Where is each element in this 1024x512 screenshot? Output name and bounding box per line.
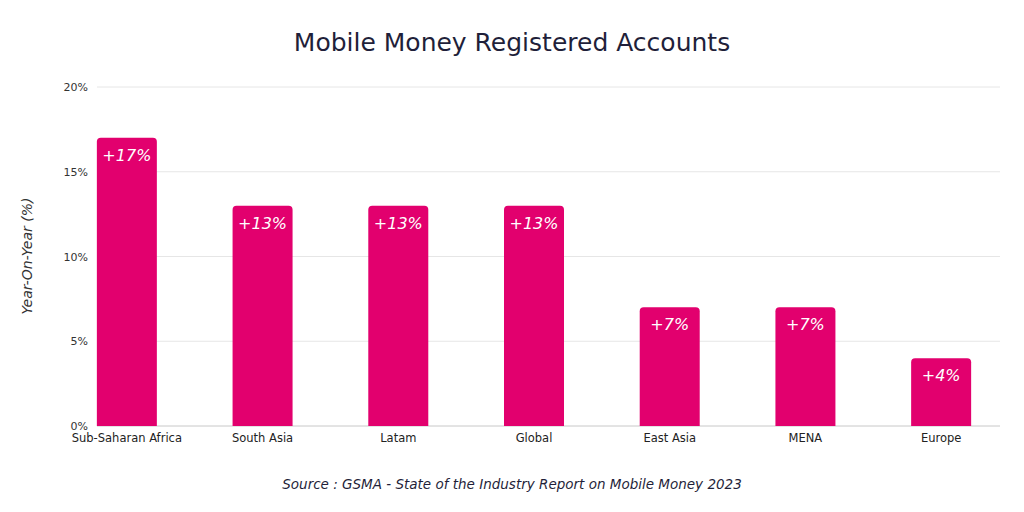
x-tick-label: Latam [380,431,416,445]
data-label: +4% [922,366,961,385]
source-note: Source : GSMA - State of the Industry Re… [282,476,742,492]
x-tick-label: Europe [921,431,961,445]
x-tick-label: Sub-Saharan Africa [72,431,182,445]
y-tick-label: 10% [64,251,88,264]
y-tick-label: 5% [71,335,88,348]
y-tick-label: 20% [64,81,88,94]
data-label: +17% [102,146,151,165]
grid-line [97,87,1000,88]
data-label: +13% [374,214,423,233]
title: Mobile Money Registered Accounts [294,28,730,57]
bar [233,206,293,426]
chart-svg: Mobile Money Registered Accounts0%5%10%1… [0,0,1024,512]
x-tick-label: South Asia [232,431,293,445]
x-tick-label: East Asia [643,431,696,445]
bar [504,206,564,426]
data-label: +13% [510,214,559,233]
bar [97,138,157,426]
data-label: +13% [238,214,287,233]
y-tick-label: 15% [64,166,88,179]
grid-line [97,171,1000,172]
grid [97,87,1000,426]
y-axis-label: Year-On-Year (%) [19,198,35,315]
x-tick-label: MENA [789,431,823,445]
bar [775,307,835,426]
chart-container: Mobile Money Registered Accounts0%5%10%1… [0,0,1024,512]
bar [911,358,971,426]
data-label: +7% [650,315,689,334]
labels: +17% +13% +13% +13% +7% +7% +4% [102,146,960,385]
x-tick-label: Global [516,431,553,445]
bar [368,206,428,426]
data-label: +7% [786,315,825,334]
bar [640,307,700,426]
bars [97,138,971,426]
